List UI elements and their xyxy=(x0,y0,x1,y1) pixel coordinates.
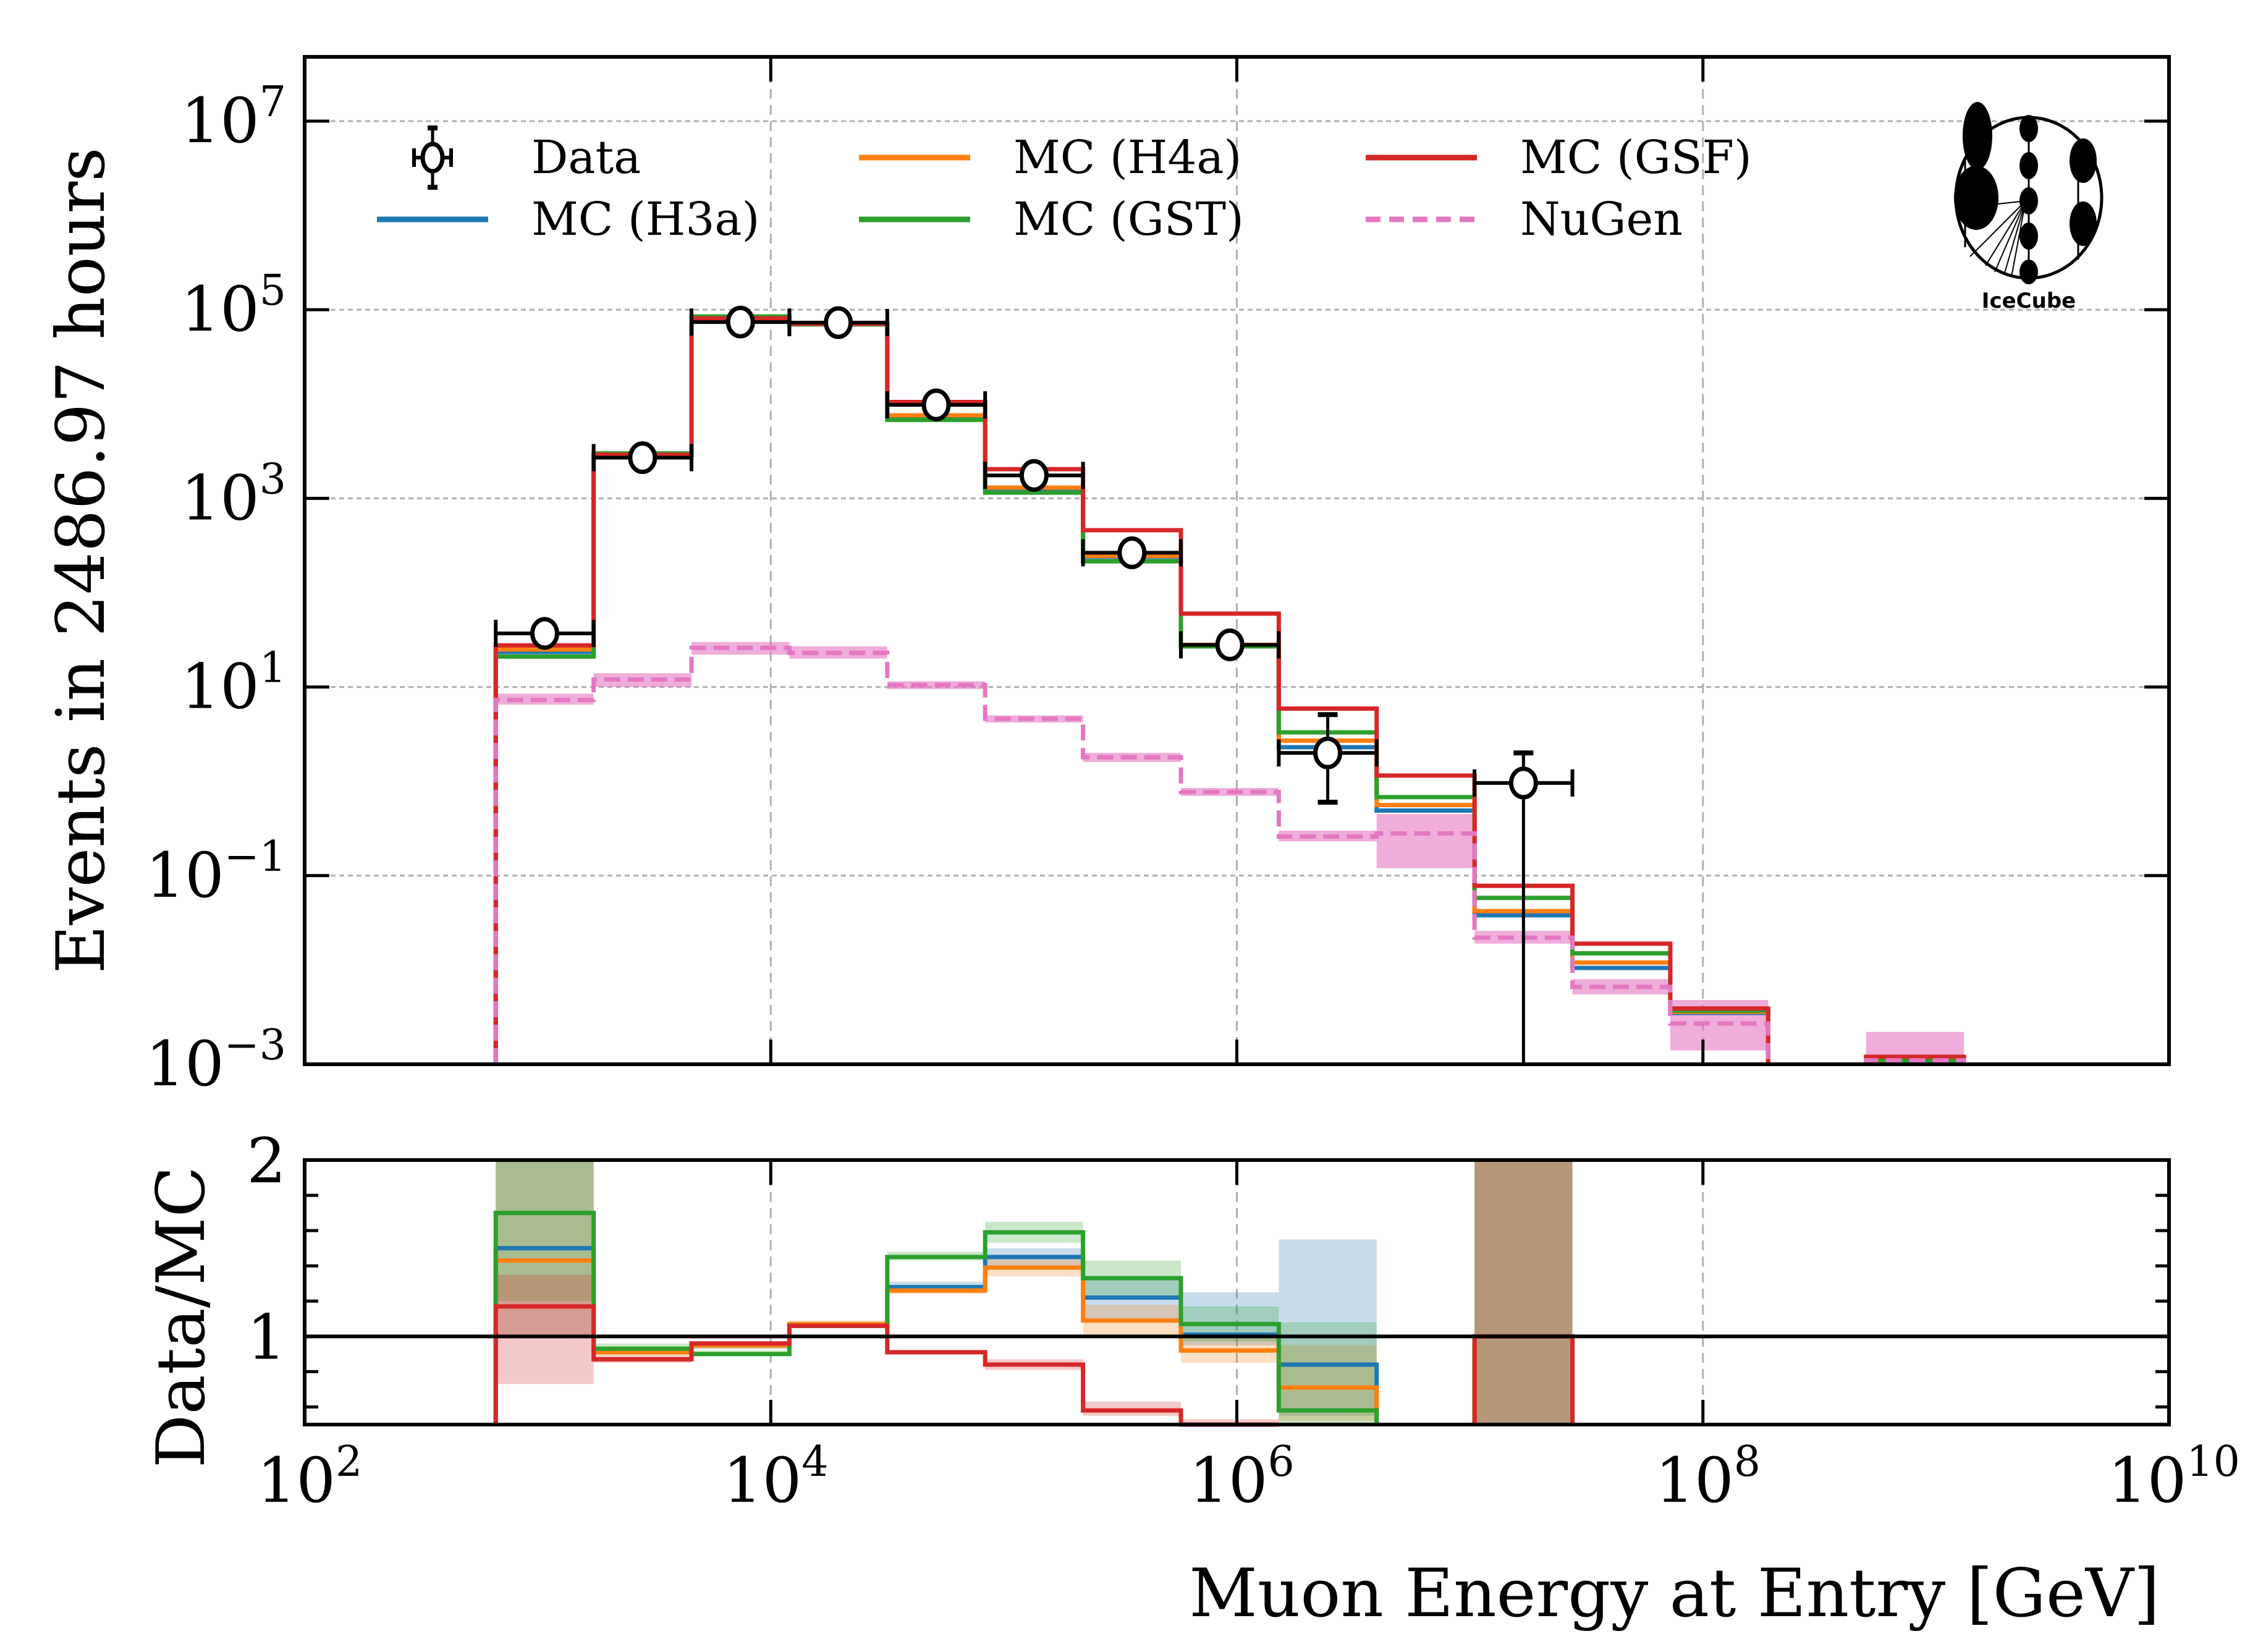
ratio-band xyxy=(1474,1160,1573,1425)
legend-item-h3a: MC (H3a) xyxy=(377,193,759,246)
ratio-band xyxy=(496,1160,594,1302)
legend-label-h4a: MC (H4a) xyxy=(1013,131,1241,184)
y-tick-label: 10−3 xyxy=(146,1021,287,1100)
logo-dom xyxy=(2019,115,2038,142)
main-panel: 10−3 10−1 101 103 105 107 Events in 2486.97 h… xyxy=(43,55,2171,1100)
data-marker xyxy=(921,388,951,421)
legend-data-marker xyxy=(420,142,445,174)
x-tick-label: 1010 xyxy=(2108,1438,2240,1517)
ratio-ticks xyxy=(303,1158,2171,1425)
data-point xyxy=(494,617,596,650)
ratio-series-mc-gsf xyxy=(493,1304,1575,1427)
logo-dom xyxy=(2019,260,2038,284)
data-point xyxy=(591,441,694,475)
legend-label-h3a: MC (H3a) xyxy=(531,193,759,246)
legend-item-h4a: MC (H4a) xyxy=(859,131,1241,184)
data-points xyxy=(494,305,1575,1064)
logo-dom xyxy=(2019,152,2038,179)
legend: Data MC (H3a) MC (H4a) MC (GST) MC (GSF)… xyxy=(377,125,1752,246)
data-marker xyxy=(1215,628,1245,661)
logo-dom xyxy=(1954,166,1998,230)
data-point xyxy=(787,306,889,339)
legend-item-data: Data xyxy=(412,125,641,190)
icecube-logo: IceCube xyxy=(1954,102,2104,313)
series-mc-gst xyxy=(493,314,1966,1064)
data-point xyxy=(1473,750,1575,1064)
main-uncertainty-bands xyxy=(496,642,1964,1064)
y-tick-label: 101 xyxy=(180,644,286,723)
logo-dom xyxy=(2070,201,2097,246)
ratio-band xyxy=(1474,1160,1573,1425)
legend-item-gst: MC (GST) xyxy=(859,193,1244,246)
series-mc-gsf xyxy=(493,316,1966,1064)
legend-item-gsf: MC (GSF) xyxy=(1366,131,1752,184)
y-tick-label: 105 xyxy=(180,266,286,345)
legend-label-gst: MC (GST) xyxy=(1013,193,1244,246)
ratio-y-tick-label: 1 xyxy=(247,1301,286,1373)
legend-item-nugen: NuGen xyxy=(1366,193,1683,246)
data-marker xyxy=(1313,736,1343,769)
main-y-tick-labels: 10−3 10−1 101 103 105 107 xyxy=(146,78,287,1100)
series-mc-h4a xyxy=(493,316,1966,1064)
ratio-y-tick-labels: 12 xyxy=(247,1125,286,1373)
series-mc-h3a xyxy=(493,316,1966,1064)
data-marker xyxy=(1019,459,1049,492)
ratio-series-mc-gst xyxy=(493,1211,1575,1425)
data-marker xyxy=(725,305,755,339)
logo-rays xyxy=(1969,200,2026,277)
data-point xyxy=(983,459,1085,492)
ratio-band xyxy=(496,1274,594,1384)
y-tick-label: 107 xyxy=(180,78,286,157)
data-point xyxy=(690,305,792,339)
x-tick-label: 108 xyxy=(1655,1438,1761,1517)
data-marker xyxy=(628,441,658,475)
ratio-y-tick-label: 2 xyxy=(247,1125,286,1197)
y-tick-label: 103 xyxy=(180,455,286,534)
ratio-band xyxy=(1279,1322,1377,1425)
ratio-band xyxy=(1474,1160,1573,1425)
x-tick-label: 102 xyxy=(257,1438,363,1517)
nugen-band xyxy=(1376,814,1475,868)
legend-label-nugen: NuGen xyxy=(1520,193,1683,246)
main-ticks xyxy=(303,57,2171,1066)
logo-text: IceCube xyxy=(1982,289,2076,313)
legend-marker-data xyxy=(412,125,453,190)
main-series-lines xyxy=(493,314,1966,1064)
data-marker xyxy=(530,617,559,650)
series-nugen xyxy=(493,645,1966,1064)
x-tick-label: 104 xyxy=(723,1438,829,1517)
data-point xyxy=(1178,628,1281,661)
logo-dom xyxy=(2070,138,2097,183)
ratio-series-lines xyxy=(493,1211,1575,1427)
data-point xyxy=(1277,712,1379,805)
logo-dom xyxy=(2019,222,2038,250)
data-marker xyxy=(824,306,853,339)
data-marker xyxy=(1117,536,1147,569)
main-y-axis-label: Events in 2486.97 hours xyxy=(43,147,120,973)
data-point xyxy=(1081,536,1183,569)
data-point xyxy=(885,388,987,421)
ratio-band xyxy=(1180,1419,1279,1425)
data-marker xyxy=(1508,766,1538,800)
ratio-series-mc-h4a xyxy=(493,1258,1575,1425)
legend-label-data: Data xyxy=(531,131,641,184)
x-tick-labels: 102 104 106 108 1010 xyxy=(257,1438,2240,1517)
x-tick-label: 106 xyxy=(1189,1438,1295,1517)
logo-dom xyxy=(1963,102,1992,170)
ratio-uncertainty-bands xyxy=(496,1160,1573,1425)
legend-label-gsf: MC (GSF) xyxy=(1520,131,1752,184)
ratio-panel: 12 102 104 106 108 1010 Data/MC Muon Energy … xyxy=(143,1125,2240,1632)
x-axis-label: Muon Energy at Entry [GeV] xyxy=(1189,1555,2160,1632)
ratio-y-axis-label: Data/MC xyxy=(143,1166,220,1468)
ratio-band xyxy=(1474,1160,1573,1425)
y-tick-label: 10−1 xyxy=(146,832,287,912)
